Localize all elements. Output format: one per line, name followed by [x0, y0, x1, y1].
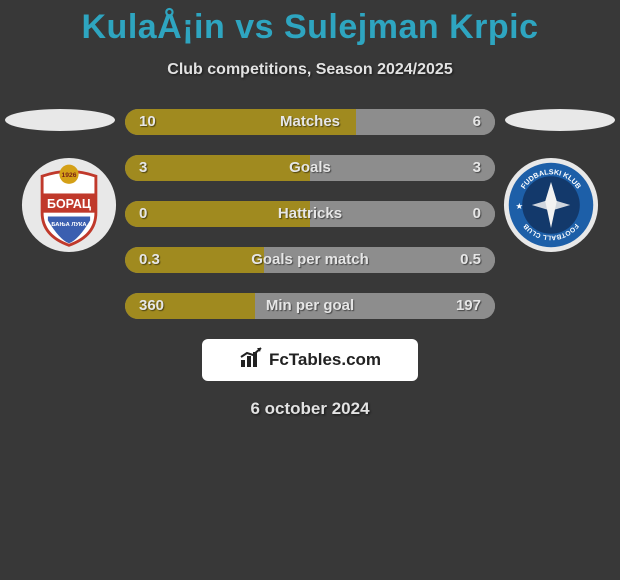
svg-text:БОРАЦ: БОРАЦ	[47, 197, 92, 211]
stat-bar-row: Min per goal360 197	[125, 293, 495, 319]
date-line: 6 october 2024	[0, 399, 620, 419]
bar-label: Min per goal	[125, 293, 495, 319]
club-crest-left: 1926 БОРАЦ БАЊА ЛУКА	[20, 157, 118, 253]
stat-bar-row: Hattricks0 0	[125, 201, 495, 227]
bar-value-right: 0.5	[460, 247, 481, 273]
bar-value-right: 197	[456, 293, 481, 319]
svg-text:1926: 1926	[62, 172, 77, 179]
bar-label: Goals per match	[125, 247, 495, 273]
svg-text:★: ★	[515, 201, 523, 211]
stat-bar-row: Goals per match0.3 0.5	[125, 247, 495, 273]
bar-label: Hattricks	[125, 201, 495, 227]
brand-chart-icon	[239, 347, 265, 374]
comparison-bars: Matches10 6 Goals3 3 Hattricks0 0 Goals per ma…	[125, 109, 495, 319]
bar-value-left: 10	[139, 109, 156, 135]
bar-value-left: 0	[139, 201, 147, 227]
bar-value-left: 0.3	[139, 247, 160, 273]
bar-value-left: 360	[139, 293, 164, 319]
subtitle: Club competitions, Season 2024/2025	[0, 61, 620, 79]
brand-text: FcTables.com	[269, 350, 381, 370]
bar-value-right: 6	[473, 109, 481, 135]
brand-box: FcTables.com	[202, 339, 418, 381]
shadow-ellipse-left	[5, 109, 115, 131]
svg-text:БАЊА ЛУКА: БАЊА ЛУКА	[51, 222, 86, 228]
shadow-ellipse-right	[505, 109, 615, 131]
comparison-layout: 1926 БОРАЦ БАЊА ЛУКА FUDBALSKI KLUB FOOT…	[0, 109, 620, 319]
club-crest-right: FUDBALSKI KLUB FOOTBALL CLUB ★	[502, 157, 600, 253]
bar-value-right: 3	[473, 155, 481, 181]
page-title: KulaÅ¡in vs Sulejman Krpic	[0, 0, 620, 47]
stat-bar-row: Goals3 3	[125, 155, 495, 181]
bar-label: Goals	[125, 155, 495, 181]
bar-label: Matches	[125, 109, 495, 135]
bar-value-right: 0	[473, 201, 481, 227]
bar-value-left: 3	[139, 155, 147, 181]
stat-bar-row: Matches10 6	[125, 109, 495, 135]
